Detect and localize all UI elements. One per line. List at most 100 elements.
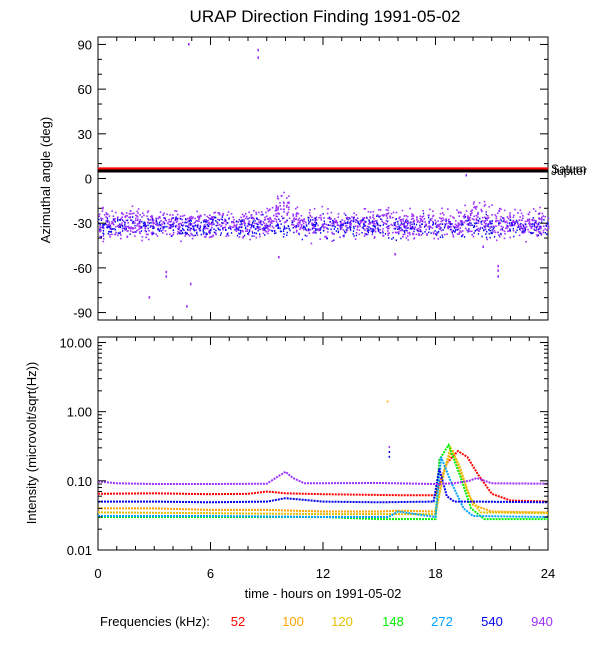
azimuth-point [177, 227, 179, 230]
azimuth-point [380, 232, 382, 234]
azimuth-point [115, 226, 117, 228]
azimuth-point [367, 231, 369, 234]
azimuth-point [394, 218, 397, 221]
azimuth-point [412, 226, 414, 228]
azimuth-point [172, 217, 174, 219]
azimuth-point [500, 219, 502, 222]
azimuth-point [363, 223, 365, 226]
azimuth-point [376, 220, 378, 222]
azimuth-point [340, 225, 342, 228]
azimuth-point [254, 228, 257, 230]
azimuth-point [197, 216, 199, 218]
azimuth-point [259, 222, 262, 225]
azimuth-point [450, 228, 453, 231]
azimuth-point [466, 229, 468, 231]
azimuth-point [344, 232, 346, 234]
azimuth-point [286, 201, 289, 204]
azimuth-point [242, 215, 245, 218]
azimuth-point [144, 221, 146, 224]
azimuth-point [150, 232, 153, 234]
azimuth-point [171, 225, 173, 228]
azimuth-point [142, 212, 144, 214]
azimuth-point [117, 232, 119, 234]
azimuth-point [253, 222, 256, 225]
azimuth-point [139, 219, 142, 221]
azimuth-point [355, 234, 358, 237]
azimuth-point [421, 216, 423, 218]
azimuth-point [158, 215, 161, 218]
azimuth-point [509, 216, 512, 219]
figure-title: URAP Direction Finding 1991-05-02 [190, 7, 461, 26]
azimuth-point [517, 222, 519, 225]
azimuth-point [263, 224, 266, 227]
azimuth-point [364, 229, 366, 232]
azimuth-point [504, 232, 506, 235]
azimuth-point [214, 216, 216, 219]
azimuth-point [240, 229, 242, 232]
time-x-tick-label: 12 [316, 566, 330, 581]
azimuth-point [240, 220, 242, 222]
azimuth-point [393, 222, 395, 224]
azimuth-point [495, 239, 498, 242]
azimuth-point [350, 226, 352, 229]
azimuth-point [411, 213, 413, 215]
azimuth-outlier-point [165, 270, 168, 274]
azimuth-point [191, 217, 194, 220]
azimuth-point [484, 203, 487, 206]
azimuth-point [457, 222, 460, 224]
azimuth-point [494, 231, 497, 234]
azimuth-point [524, 228, 527, 230]
azimuth-point [379, 215, 381, 218]
azimuth-point [145, 225, 147, 227]
azimuth-point [232, 226, 235, 229]
azimuth-point [388, 237, 390, 239]
azimuth-point [181, 215, 184, 217]
azimuth-point [455, 220, 457, 222]
azimuth-point [419, 230, 422, 233]
azimuth-point [413, 230, 415, 233]
azimuth-point [138, 222, 140, 224]
azimuth-point [297, 219, 299, 221]
azimuth-point [477, 211, 479, 214]
azimuth-point [286, 227, 288, 229]
azimuth-point [334, 226, 336, 228]
azimuth-point [518, 219, 521, 221]
azimuth-point [130, 230, 132, 232]
azimuth-point [478, 202, 481, 204]
azimuth-point [151, 216, 153, 219]
azimuth-point [490, 220, 492, 223]
azimuth-point [330, 228, 332, 231]
azimuth-point [197, 227, 200, 230]
azimuth-point [223, 226, 225, 229]
azimuth-point [151, 219, 154, 222]
azimuth-point [366, 225, 369, 228]
azimuth-point [345, 231, 348, 233]
azimuth-point [414, 226, 416, 228]
azimuth-point [172, 229, 175, 232]
azimuth-point [503, 220, 506, 223]
azimuth-point [354, 238, 357, 240]
azimuth-point [387, 220, 389, 223]
azimuth-point [312, 232, 314, 234]
azimuth-point [248, 230, 251, 232]
azimuth-point [461, 223, 464, 226]
azimuth-point [372, 230, 374, 232]
azimuth-point [269, 224, 271, 226]
azimuth-point [271, 206, 274, 209]
azimuth-point [428, 222, 430, 224]
azimuth-point [119, 223, 121, 225]
azimuth-point [324, 226, 326, 228]
azimuth-point [112, 219, 115, 222]
azimuth-point [423, 218, 426, 220]
azimuth-point [260, 220, 262, 222]
azimuth-point [475, 219, 478, 221]
azimuth-point [108, 230, 110, 233]
azimuth-point [243, 219, 245, 222]
azimuth-point [103, 224, 105, 226]
azimuth-point [418, 234, 420, 236]
azimuth-point [182, 228, 184, 231]
azimuth-point [449, 215, 452, 217]
azimuth-point [286, 234, 288, 237]
azimuth-point [480, 208, 483, 211]
azimuth-point [393, 224, 395, 226]
